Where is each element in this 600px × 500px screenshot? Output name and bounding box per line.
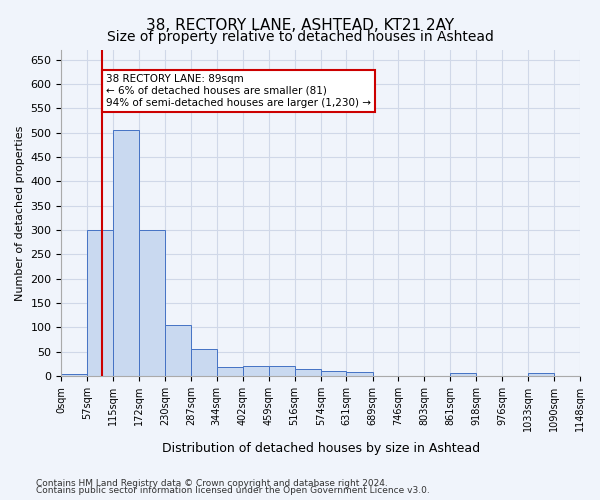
Y-axis label: Number of detached properties: Number of detached properties bbox=[15, 126, 25, 300]
Text: Contains HM Land Registry data © Crown copyright and database right 2024.: Contains HM Land Registry data © Crown c… bbox=[36, 478, 388, 488]
Bar bbox=[139, 230, 166, 376]
Bar bbox=[113, 130, 139, 376]
Bar bbox=[191, 349, 217, 376]
X-axis label: Distribution of detached houses by size in Ashtead: Distribution of detached houses by size … bbox=[161, 442, 480, 455]
Bar bbox=[451, 374, 476, 376]
Bar bbox=[61, 374, 87, 376]
Text: 38 RECTORY LANE: 89sqm
← 6% of detached houses are smaller (81)
94% of semi-deta: 38 RECTORY LANE: 89sqm ← 6% of detached … bbox=[106, 74, 371, 108]
Bar bbox=[321, 371, 346, 376]
Bar bbox=[346, 372, 373, 376]
Bar bbox=[295, 368, 321, 376]
Bar bbox=[217, 367, 243, 376]
Bar bbox=[166, 325, 191, 376]
Text: Size of property relative to detached houses in Ashtead: Size of property relative to detached ho… bbox=[107, 30, 493, 44]
Bar bbox=[87, 230, 113, 376]
Bar bbox=[243, 366, 269, 376]
Text: Contains public sector information licensed under the Open Government Licence v3: Contains public sector information licen… bbox=[36, 486, 430, 495]
Bar bbox=[269, 366, 295, 376]
Text: 38, RECTORY LANE, ASHTEAD, KT21 2AY: 38, RECTORY LANE, ASHTEAD, KT21 2AY bbox=[146, 18, 454, 32]
Bar bbox=[528, 374, 554, 376]
